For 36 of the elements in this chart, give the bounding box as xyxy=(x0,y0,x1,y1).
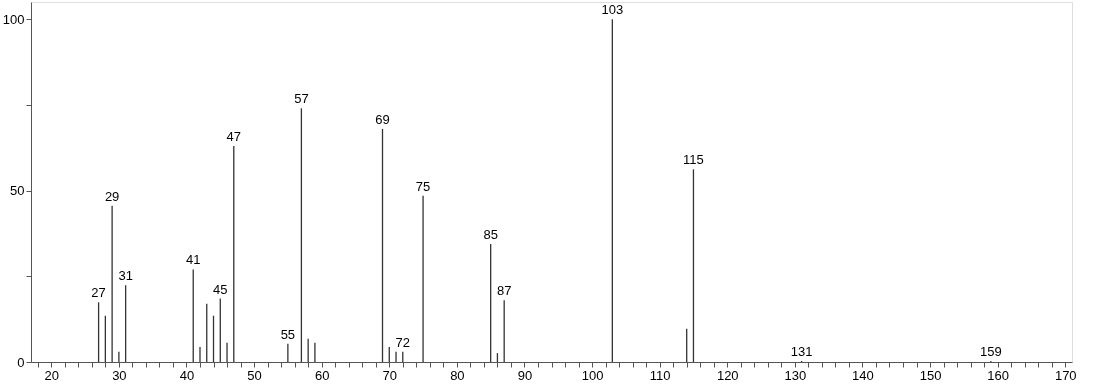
x-tick-label: 130 xyxy=(784,367,807,383)
annotation: 55 xyxy=(280,326,296,342)
x-tick-label: 150 xyxy=(919,367,942,383)
annotation: 29 xyxy=(104,188,120,204)
x-tick-label: 30 xyxy=(112,367,127,383)
x-tick-label: 60 xyxy=(314,367,330,383)
annotation: 85 xyxy=(483,227,498,243)
x-tick-label: 110 xyxy=(649,367,671,383)
annotation: 72 xyxy=(395,334,411,350)
x-tick-label: 140 xyxy=(852,367,874,383)
annotation: 57 xyxy=(294,91,309,107)
annotation: 31 xyxy=(118,268,133,284)
y-tick-label: 0 xyxy=(17,354,25,370)
x-tick-label: 120 xyxy=(716,367,739,383)
y-tick-label: 100 xyxy=(2,11,25,27)
annotation: 75 xyxy=(415,178,431,194)
annotation: 159 xyxy=(980,343,1002,359)
annotation: 115 xyxy=(683,152,704,168)
annotation: 103 xyxy=(601,2,624,18)
x-tick-label: 40 xyxy=(179,367,195,383)
annotation: 87 xyxy=(496,283,512,299)
annotation: 131 xyxy=(790,343,813,359)
annotation: 47 xyxy=(226,129,242,144)
x-tick-label: 90 xyxy=(517,367,533,383)
x-tick-label: 70 xyxy=(382,367,397,383)
annotation: 69 xyxy=(375,111,390,127)
x-tick-label: 80 xyxy=(450,367,465,383)
x-tick-label: 20 xyxy=(44,367,60,383)
annotation: 27 xyxy=(91,285,106,301)
x-tick-label: 50 xyxy=(247,367,262,383)
x-tick-label: 160 xyxy=(987,367,1009,383)
x-tick-label: 100 xyxy=(581,367,604,383)
y-tick-label: 50 xyxy=(10,183,25,199)
annotation: 41 xyxy=(186,252,201,268)
x-tick-label: 170 xyxy=(1054,367,1077,383)
annotation: 45 xyxy=(213,281,228,297)
